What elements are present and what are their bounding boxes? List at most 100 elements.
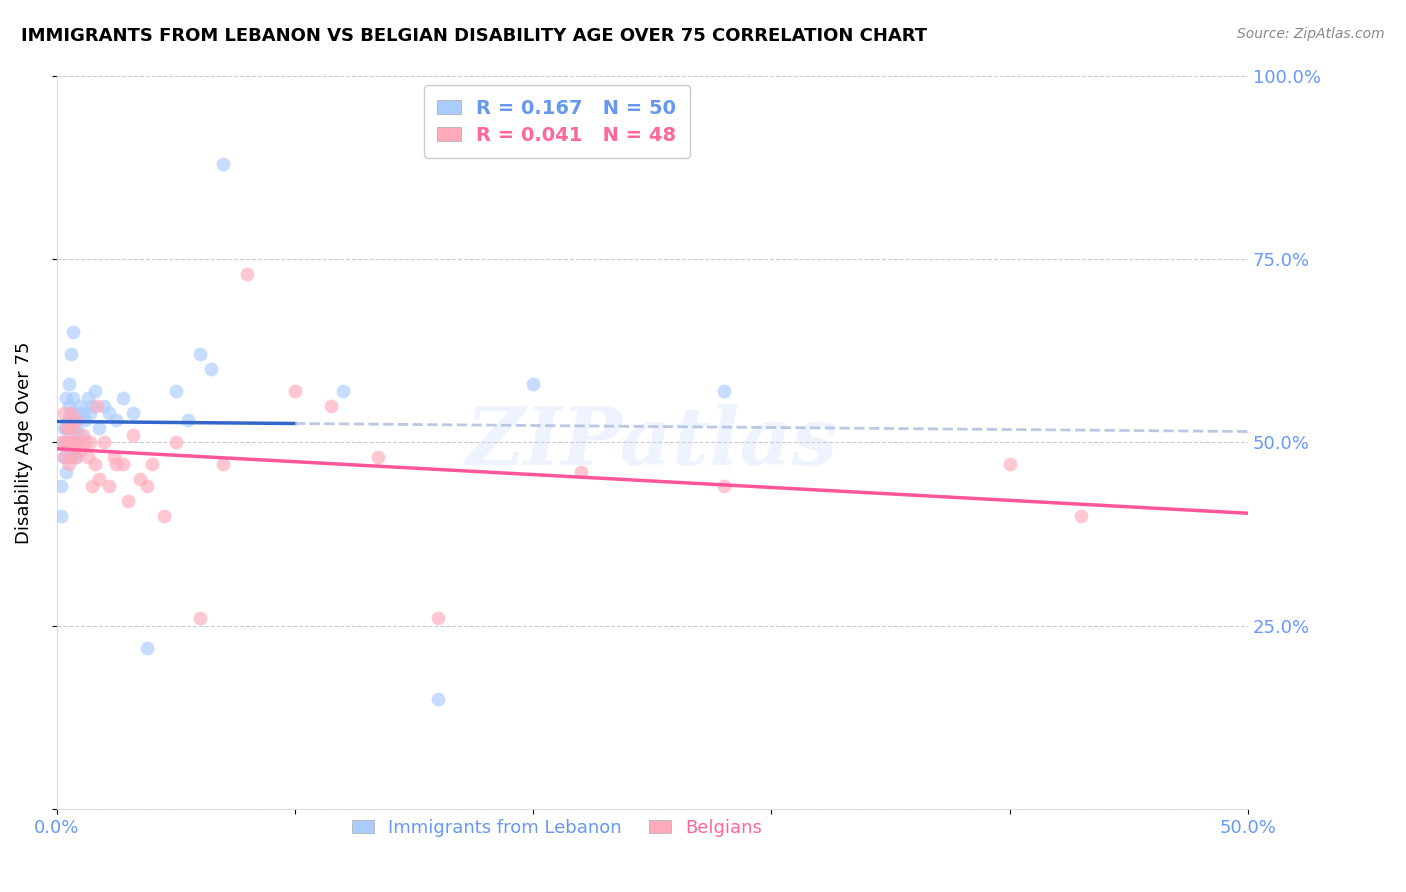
- Point: [75, 435, 97, 450]
- Point: [93, 399, 115, 413]
- Point: [72, 406, 94, 420]
- Text: Source: ZipAtlas.com: Source: ZipAtlas.com: [1237, 27, 1385, 41]
- Point: [55, 420, 77, 434]
- Point: [58, 376, 80, 391]
- Point: [713, 384, 735, 398]
- Point: [129, 472, 152, 486]
- Point: [188, 347, 211, 361]
- Point: [165, 384, 187, 398]
- Point: [58, 458, 80, 472]
- Point: [67, 435, 90, 450]
- Point: [93, 435, 115, 450]
- Y-axis label: Disability Age Over 75: Disability Age Over 75: [15, 341, 32, 543]
- Point: [136, 640, 159, 655]
- Point: [67, 435, 90, 450]
- Point: [105, 458, 128, 472]
- Point: [59, 406, 82, 420]
- Point: [52, 450, 75, 464]
- Point: [332, 384, 354, 398]
- Text: ZIPatlas: ZIPatlas: [467, 403, 838, 481]
- Point: [426, 611, 449, 625]
- Point: [59, 406, 82, 420]
- Point: [59, 420, 82, 434]
- Point: [713, 479, 735, 493]
- Point: [121, 406, 143, 420]
- Point: [165, 435, 187, 450]
- Point: [58, 435, 80, 450]
- Point: [58, 420, 80, 434]
- Point: [76, 392, 98, 406]
- Point: [212, 156, 235, 170]
- Point: [62, 435, 84, 450]
- Point: [59, 347, 82, 361]
- Point: [51, 479, 73, 493]
- Point: [55, 435, 77, 450]
- Point: [65, 420, 87, 434]
- Point: [98, 479, 121, 493]
- Point: [67, 406, 90, 420]
- Point: [65, 413, 87, 427]
- Point: [98, 406, 121, 420]
- Point: [89, 472, 111, 486]
- Point: [82, 399, 104, 413]
- Point: [75, 413, 97, 427]
- Point: [55, 392, 77, 406]
- Point: [52, 406, 75, 420]
- Point: [117, 494, 139, 508]
- Point: [188, 611, 211, 625]
- Point: [65, 450, 87, 464]
- Point: [367, 450, 389, 464]
- Legend: Immigrants from Lebanon, Belgians: Immigrants from Lebanon, Belgians: [344, 812, 769, 844]
- Point: [319, 399, 342, 413]
- Point: [69, 442, 91, 457]
- Point: [55, 465, 77, 479]
- Point: [79, 435, 101, 450]
- Point: [58, 399, 80, 413]
- Point: [52, 450, 75, 464]
- Point: [236, 267, 259, 281]
- Point: [52, 435, 75, 450]
- Point: [522, 376, 544, 391]
- Point: [112, 458, 135, 472]
- Point: [62, 413, 84, 427]
- Point: [59, 450, 82, 464]
- Point: [59, 435, 82, 450]
- Point: [55, 420, 77, 434]
- Point: [136, 479, 159, 493]
- Point: [103, 450, 125, 464]
- Point: [58, 413, 80, 427]
- Point: [112, 392, 135, 406]
- Point: [58, 450, 80, 464]
- Point: [153, 508, 176, 523]
- Point: [62, 420, 84, 434]
- Point: [62, 435, 84, 450]
- Point: [86, 399, 108, 413]
- Point: [121, 428, 143, 442]
- Point: [82, 479, 104, 493]
- Point: [62, 392, 84, 406]
- Point: [89, 420, 111, 434]
- Point: [51, 435, 73, 450]
- Point: [83, 384, 105, 398]
- Point: [176, 413, 198, 427]
- Point: [79, 406, 101, 420]
- Point: [51, 508, 73, 523]
- Point: [62, 326, 84, 340]
- Point: [200, 362, 222, 376]
- Point: [76, 450, 98, 464]
- Point: [998, 458, 1021, 472]
- Point: [83, 458, 105, 472]
- Text: IMMIGRANTS FROM LEBANON VS BELGIAN DISABILITY AGE OVER 75 CORRELATION CHART: IMMIGRANTS FROM LEBANON VS BELGIAN DISAB…: [21, 27, 927, 45]
- Point: [105, 413, 128, 427]
- Point: [65, 450, 87, 464]
- Point: [569, 465, 592, 479]
- Point: [284, 384, 307, 398]
- Point: [59, 435, 82, 450]
- Point: [52, 420, 75, 434]
- Point: [1070, 508, 1092, 523]
- Point: [141, 458, 163, 472]
- Point: [426, 692, 449, 706]
- Point: [72, 428, 94, 442]
- Point: [55, 435, 77, 450]
- Point: [69, 399, 91, 413]
